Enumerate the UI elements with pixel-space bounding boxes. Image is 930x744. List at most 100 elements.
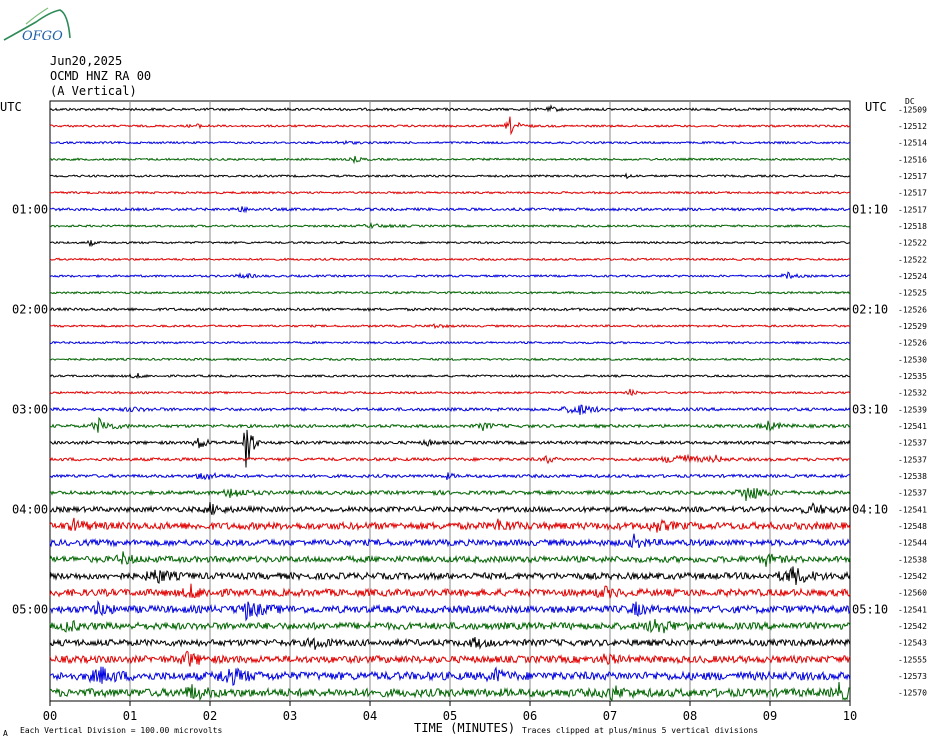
x-tick-label: 06 — [523, 709, 537, 723]
seismic-trace — [49, 583, 851, 599]
right-time-label: 02:10 — [852, 302, 888, 316]
seismic-trace — [49, 290, 851, 295]
dc-offset-label: -12541 — [898, 505, 927, 514]
seismic-trace — [49, 599, 851, 622]
dc-offset-label: -12560 — [898, 589, 927, 598]
dc-offset-label: -12524 — [898, 272, 927, 281]
x-tick-label: 08 — [683, 709, 697, 723]
dc-offset-label: -12570 — [898, 689, 927, 698]
seismic-trace — [49, 551, 851, 567]
left-time-label: 04:00 — [12, 502, 48, 516]
logo-text: OFGO — [22, 29, 63, 44]
chart-date: Jun20,2025 — [50, 54, 123, 68]
seismic-trace — [49, 533, 851, 549]
dc-offset-label: -12522 — [898, 255, 927, 264]
dc-offset-label: -12517 — [898, 205, 927, 214]
seismic-trace — [49, 357, 851, 362]
seismic-trace — [49, 502, 851, 516]
chart-station: OCMD HNZ RA 00 — [50, 69, 152, 83]
right-time-label: 01:10 — [852, 202, 888, 216]
ofgo-logo: OFGO — [3, 7, 71, 44]
dc-offset-label: -12539 — [898, 405, 927, 414]
seismic-trace — [50, 155, 851, 165]
seismic-trace — [49, 517, 851, 533]
seismic-trace — [49, 487, 851, 502]
dc-offset-label: -12529 — [898, 322, 927, 331]
right-time-label: 05:10 — [852, 602, 888, 616]
seismic-trace — [49, 416, 851, 433]
x-tick-label: 09 — [763, 709, 777, 723]
dc-offset-label: -12522 — [898, 239, 927, 248]
dc-offset-label: -12526 — [898, 339, 927, 348]
scale-note: Each Vertical Division = 100.00 microvol… — [20, 726, 223, 735]
dc-offset-label: -12537 — [898, 489, 927, 498]
dc-offset-label: -12525 — [898, 289, 927, 298]
seismic-trace — [49, 240, 851, 247]
x-axis-label: TIME (MINUTES) — [414, 721, 516, 735]
dc-offset-label: -12514 — [898, 139, 927, 148]
dc-offset-label: -12538 — [898, 555, 927, 564]
seismic-trace — [49, 372, 851, 380]
left-time-label: 02:00 — [12, 302, 48, 316]
seismic-trace — [49, 566, 851, 586]
dc-offset-label: -12544 — [898, 539, 927, 548]
dc-offset-label: -12512 — [898, 122, 927, 131]
x-tick-label: 02 — [203, 709, 217, 723]
dc-offset-label: -12538 — [898, 472, 927, 481]
dc-offset-label: -12541 — [898, 422, 927, 431]
seismic-trace — [49, 271, 851, 280]
seismic-trace — [49, 429, 851, 468]
left-utc-label: UTC — [0, 100, 22, 114]
dc-offset-label: -12537 — [898, 455, 927, 464]
seismic-trace — [49, 205, 851, 214]
x-tick-label: 05 — [443, 709, 457, 723]
left-time-label: 03:00 — [12, 402, 48, 416]
x-tick-label: 10 — [843, 709, 857, 723]
dc-offset-label: -12509 — [898, 105, 927, 114]
seismic-trace — [49, 472, 851, 481]
seismic-trace — [49, 404, 851, 416]
dc-offset-label: -12526 — [898, 305, 927, 314]
clip-note: Traces clipped at plus/minus 5 vertical … — [522, 726, 759, 735]
dc-offset-label: -12518 — [898, 222, 927, 231]
seismic-trace — [49, 306, 851, 312]
seismic-trace — [49, 619, 851, 634]
x-tick-label: 01 — [123, 709, 137, 723]
dc-offset-label: -12535 — [898, 372, 927, 381]
seismic-trace — [49, 172, 851, 180]
x-tick-label: 03 — [283, 709, 297, 723]
seismic-trace — [49, 139, 851, 146]
dc-offset-label: -12573 — [898, 672, 927, 681]
seismic-trace — [49, 650, 851, 667]
footer-mark: A — [3, 729, 8, 738]
seismic-trace — [49, 666, 851, 686]
dc-offset-label: -12541 — [898, 605, 927, 614]
dc-label: DC — [905, 97, 915, 106]
seismic-trace — [50, 340, 851, 345]
seismic-trace — [49, 222, 851, 230]
seismic-trace — [49, 681, 851, 702]
dc-offset-label: -12542 — [898, 622, 927, 631]
left-time-label: 05:00 — [12, 602, 48, 616]
x-tick-label: 04 — [363, 709, 377, 723]
dc-offset-label: -12516 — [898, 155, 927, 164]
dc-offset-label: -12555 — [898, 655, 927, 664]
dc-offset-label: -12542 — [898, 572, 927, 581]
seismic-trace — [49, 257, 851, 262]
seismic-trace — [49, 190, 851, 195]
dc-offset-label: -12537 — [898, 439, 927, 448]
dc-offset-label: -12530 — [898, 355, 927, 364]
x-tick-label: 07 — [603, 709, 617, 723]
dc-offset-label: -12517 — [898, 189, 927, 198]
right-time-label: 04:10 — [852, 502, 888, 516]
seismic-trace — [49, 104, 851, 113]
seismic-trace — [49, 636, 851, 650]
dc-offset-label: -12532 — [898, 389, 927, 398]
dc-offset-label: -12548 — [898, 522, 927, 531]
seismic-trace — [49, 453, 851, 465]
left-time-label: 01:00 — [12, 202, 48, 216]
dc-offset-label: -12517 — [898, 172, 927, 181]
x-tick-label: 00 — [43, 709, 57, 723]
chart-component: (A Vertical) — [50, 84, 137, 98]
